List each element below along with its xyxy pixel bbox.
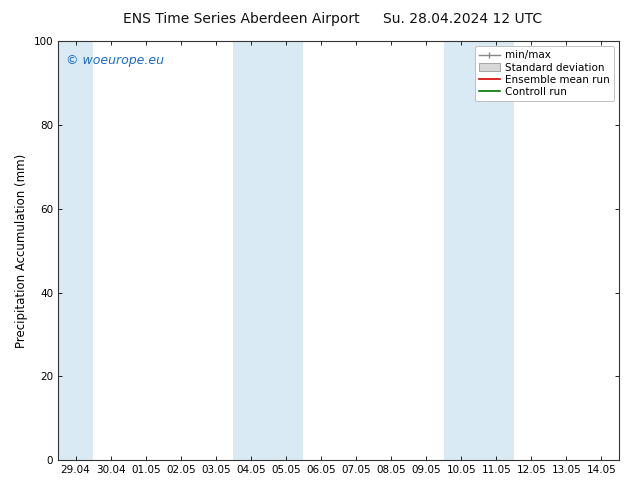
Y-axis label: Precipitation Accumulation (mm): Precipitation Accumulation (mm) bbox=[15, 153, 28, 348]
Bar bbox=[444, 41, 514, 460]
Legend: min/max, Standard deviation, Ensemble mean run, Controll run: min/max, Standard deviation, Ensemble me… bbox=[475, 46, 614, 101]
Text: Su. 28.04.2024 12 UTC: Su. 28.04.2024 12 UTC bbox=[384, 12, 542, 26]
Bar bbox=[233, 41, 304, 460]
Bar bbox=[58, 41, 93, 460]
Text: © woeurope.eu: © woeurope.eu bbox=[67, 53, 164, 67]
Text: ENS Time Series Aberdeen Airport: ENS Time Series Aberdeen Airport bbox=[122, 12, 359, 26]
